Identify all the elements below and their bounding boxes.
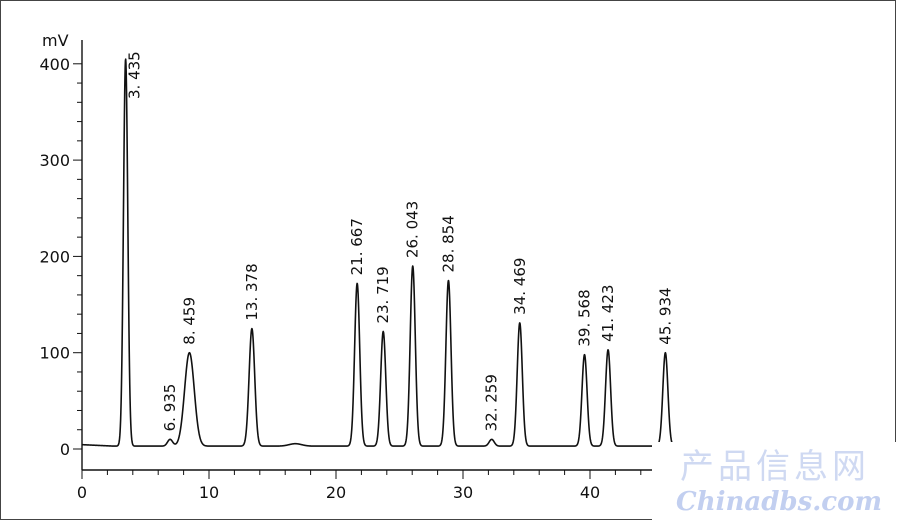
x-tick-label: 20 xyxy=(326,483,346,502)
peak-label: 34. 469 xyxy=(511,258,529,315)
axes xyxy=(81,40,680,471)
y-tick-label: 300 xyxy=(39,151,70,170)
x-tick-label: 0 xyxy=(77,483,87,502)
peak-labels: 3. 435 6. 935 8. 459 13. 378 21. 667 23. 719 2… xyxy=(126,51,675,431)
x-tick-label: 30 xyxy=(453,483,473,502)
watermark: 产品信息网 Chinadbs.com xyxy=(652,442,900,521)
peak-label: 32. 259 xyxy=(483,374,501,431)
peak-label: 39. 568 xyxy=(576,289,594,346)
peak-label: 6. 935 xyxy=(161,384,179,432)
x-tick-label: 40 xyxy=(580,483,600,502)
y-axis-unit-label: mV xyxy=(42,31,69,50)
y-tick-label: 0 xyxy=(60,440,70,459)
peak-label: 41. 423 xyxy=(599,285,617,342)
y-tick-label: 200 xyxy=(39,247,70,266)
y-tick-label: 400 xyxy=(39,55,70,74)
chromatogram-trace xyxy=(81,58,683,447)
watermark-chinese-text: 产品信息网 xyxy=(680,447,870,487)
peak-label: 13. 378 xyxy=(243,263,261,320)
peak-label: 23. 719 xyxy=(374,266,392,323)
peak-label: 45. 934 xyxy=(656,287,674,344)
peak-label: 28. 854 xyxy=(439,215,457,272)
x-tick-label: 10 xyxy=(199,483,219,502)
axis-tick-labels: 0 100 200 300 400 0 10 20 30 40 xyxy=(39,55,600,502)
y-tick-label: 100 xyxy=(39,344,70,363)
peak-label: 26. 043 xyxy=(404,201,422,258)
watermark-backdrop xyxy=(652,442,900,521)
watermark-site-text: Chinadbs.com xyxy=(676,487,882,517)
peak-label: 8. 459 xyxy=(180,297,198,345)
peak-label: 3. 435 xyxy=(126,51,144,99)
peak-label: 21. 667 xyxy=(348,218,366,275)
